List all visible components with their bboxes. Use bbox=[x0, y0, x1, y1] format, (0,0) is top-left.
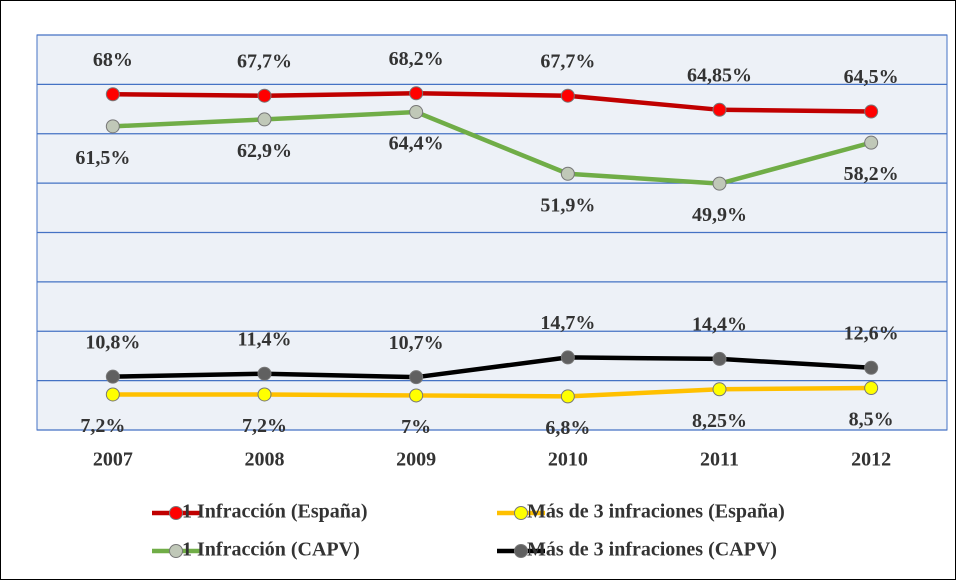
x-tick-label: 2007 bbox=[93, 449, 133, 471]
point-marker bbox=[560, 88, 575, 103]
point-marker bbox=[864, 360, 879, 375]
point-marker bbox=[105, 387, 120, 402]
point-marker bbox=[864, 135, 879, 150]
point-marker bbox=[560, 389, 575, 404]
point-marker bbox=[712, 382, 727, 397]
x-tick-label: 2008 bbox=[245, 449, 285, 471]
point-marker bbox=[105, 369, 120, 384]
legend-marker bbox=[169, 506, 183, 520]
point-marker bbox=[105, 119, 120, 134]
value-label: 14,7% bbox=[540, 312, 595, 334]
point-marker bbox=[105, 87, 120, 102]
series-line bbox=[112, 355, 872, 380]
series-line bbox=[112, 385, 872, 399]
value-label: 8,25% bbox=[692, 410, 747, 432]
point-marker bbox=[409, 86, 424, 101]
point-marker bbox=[409, 370, 424, 385]
point-marker bbox=[257, 387, 272, 402]
value-label: 68,2% bbox=[389, 48, 444, 70]
value-label: 14,4% bbox=[692, 313, 747, 335]
x-tick-label: 2010 bbox=[548, 449, 588, 471]
x-tick-label: 2012 bbox=[851, 449, 891, 471]
point-marker bbox=[409, 388, 424, 403]
point-marker bbox=[257, 366, 272, 381]
value-label: 11,4% bbox=[238, 328, 292, 350]
legend-marker bbox=[514, 544, 528, 558]
value-label: 68% bbox=[93, 49, 133, 71]
x-tick-label: 2009 bbox=[396, 449, 436, 471]
legend-marker bbox=[169, 544, 183, 558]
point-marker bbox=[560, 350, 575, 365]
series-line bbox=[112, 91, 872, 114]
value-label: 7,2% bbox=[80, 415, 125, 437]
point-marker bbox=[409, 105, 424, 120]
value-label: 58,2% bbox=[844, 163, 899, 185]
point-marker bbox=[712, 351, 727, 366]
value-label: 61,5% bbox=[75, 147, 130, 169]
legend-label: Más de 3 infraciones (España) bbox=[527, 501, 785, 523]
value-label: 64,85% bbox=[687, 64, 752, 86]
legend-marker bbox=[514, 506, 528, 520]
point-marker bbox=[560, 166, 575, 181]
value-label: 8,5% bbox=[849, 409, 894, 431]
series-line bbox=[112, 109, 872, 186]
point-marker bbox=[712, 176, 727, 191]
value-label: 7% bbox=[401, 416, 431, 438]
value-label: 6,8% bbox=[545, 417, 590, 439]
point-marker bbox=[257, 88, 272, 103]
value-label: 10,7% bbox=[389, 332, 444, 354]
legend-label: Más de 3 infraciones (CAPV) bbox=[527, 539, 777, 561]
value-label: 67,7% bbox=[540, 50, 595, 72]
point-marker bbox=[257, 112, 272, 127]
point-marker bbox=[712, 102, 727, 117]
value-label: 10,8% bbox=[85, 331, 140, 353]
point-marker bbox=[864, 104, 879, 119]
legend-label: 1 Infracción (CAPV) bbox=[182, 539, 360, 561]
value-label: 64,4% bbox=[389, 133, 444, 155]
value-label: 7,2% bbox=[242, 415, 287, 437]
value-label: 49,9% bbox=[692, 204, 747, 226]
point-marker bbox=[864, 381, 879, 396]
value-label: 67,7% bbox=[237, 50, 292, 72]
value-label: 51,9% bbox=[540, 194, 595, 216]
value-label: 62,9% bbox=[237, 140, 292, 162]
value-label: 12,6% bbox=[844, 322, 899, 344]
legend-label: 1 Infracción (España) bbox=[182, 501, 368, 523]
value-label: 64,5% bbox=[844, 66, 899, 88]
x-tick-label: 2011 bbox=[700, 449, 739, 471]
